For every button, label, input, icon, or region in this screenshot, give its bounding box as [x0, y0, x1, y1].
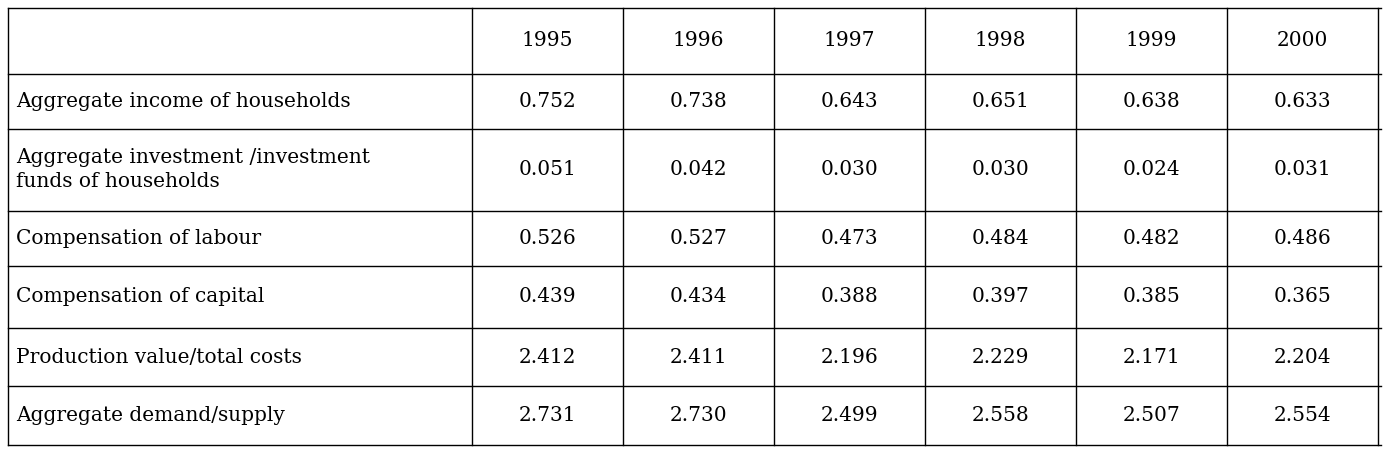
- Bar: [1076, 328, 1228, 386]
- Text: 0.486: 0.486: [1274, 229, 1332, 248]
- Bar: [1076, 73, 1228, 129]
- Bar: [472, 8, 624, 73]
- Text: 0.030: 0.030: [972, 160, 1029, 179]
- Bar: [472, 129, 624, 211]
- Bar: [624, 73, 774, 129]
- Text: 0.643: 0.643: [821, 92, 878, 111]
- Text: 2.411: 2.411: [669, 348, 728, 367]
- Bar: [925, 265, 1076, 328]
- Bar: [624, 8, 774, 73]
- Text: 0.638: 0.638: [1122, 92, 1181, 111]
- Text: 0.365: 0.365: [1274, 287, 1332, 306]
- Bar: [472, 386, 624, 445]
- Text: 0.030: 0.030: [821, 160, 878, 179]
- Bar: [1076, 129, 1228, 211]
- Text: 0.024: 0.024: [1122, 160, 1181, 179]
- Text: 0.752: 0.752: [518, 92, 576, 111]
- Text: 0.397: 0.397: [972, 287, 1029, 306]
- Text: 0.042: 0.042: [669, 160, 728, 179]
- Text: 2.730: 2.730: [669, 406, 728, 425]
- Bar: [925, 8, 1076, 73]
- Text: Production value/total costs: Production value/total costs: [17, 348, 301, 367]
- Text: 2.554: 2.554: [1274, 406, 1332, 425]
- Text: 2.507: 2.507: [1122, 406, 1181, 425]
- Bar: [624, 211, 774, 265]
- Text: Aggregate demand/supply: Aggregate demand/supply: [17, 406, 285, 425]
- Text: 0.738: 0.738: [669, 92, 728, 111]
- Text: 2.558: 2.558: [972, 406, 1029, 425]
- Bar: [1228, 129, 1378, 211]
- Bar: [8, 8, 472, 73]
- Bar: [774, 211, 925, 265]
- Text: Compensation of labour: Compensation of labour: [17, 229, 261, 248]
- Bar: [8, 211, 472, 265]
- Bar: [624, 129, 774, 211]
- Bar: [925, 211, 1076, 265]
- Text: Aggregate investment /investment
funds of households: Aggregate investment /investment funds o…: [17, 148, 369, 191]
- Bar: [472, 265, 624, 328]
- Bar: [1228, 211, 1378, 265]
- Bar: [1228, 386, 1378, 445]
- Bar: [1228, 328, 1378, 386]
- Bar: [8, 73, 472, 129]
- Bar: [1076, 211, 1228, 265]
- Bar: [1228, 73, 1378, 129]
- Text: 0.434: 0.434: [669, 287, 728, 306]
- Bar: [774, 265, 925, 328]
- Bar: [925, 129, 1076, 211]
- Bar: [8, 265, 472, 328]
- Bar: [472, 211, 624, 265]
- Bar: [624, 328, 774, 386]
- Bar: [774, 129, 925, 211]
- Bar: [624, 386, 774, 445]
- Text: 0.031: 0.031: [1274, 160, 1332, 179]
- Text: 2.731: 2.731: [518, 406, 576, 425]
- Bar: [774, 73, 925, 129]
- Text: 0.439: 0.439: [518, 287, 576, 306]
- Bar: [624, 265, 774, 328]
- Text: 0.633: 0.633: [1274, 92, 1332, 111]
- Bar: [1076, 265, 1228, 328]
- Text: 2.229: 2.229: [972, 348, 1029, 367]
- Text: 2.196: 2.196: [821, 348, 878, 367]
- Bar: [774, 386, 925, 445]
- Bar: [8, 386, 472, 445]
- Text: 1999: 1999: [1126, 31, 1178, 50]
- Text: 0.385: 0.385: [1122, 287, 1181, 306]
- Bar: [472, 73, 624, 129]
- Text: Compensation of capital: Compensation of capital: [17, 287, 264, 306]
- Bar: [925, 73, 1076, 129]
- Text: 1996: 1996: [672, 31, 725, 50]
- Text: 1997: 1997: [824, 31, 875, 50]
- Bar: [1228, 8, 1378, 73]
- Text: 0.473: 0.473: [821, 229, 878, 248]
- Bar: [8, 328, 472, 386]
- Text: 0.526: 0.526: [518, 229, 576, 248]
- Text: 0.482: 0.482: [1122, 229, 1181, 248]
- Bar: [774, 328, 925, 386]
- Bar: [472, 328, 624, 386]
- Text: Aggregate income of households: Aggregate income of households: [17, 92, 350, 111]
- Bar: [1076, 8, 1228, 73]
- Text: 0.527: 0.527: [669, 229, 728, 248]
- Bar: [1076, 386, 1228, 445]
- Bar: [925, 386, 1076, 445]
- Text: 2000: 2000: [1276, 31, 1328, 50]
- Text: 2.499: 2.499: [821, 406, 878, 425]
- Bar: [8, 129, 472, 211]
- Text: 1998: 1998: [975, 31, 1026, 50]
- Text: 1995: 1995: [522, 31, 574, 50]
- Text: 0.484: 0.484: [972, 229, 1029, 248]
- Bar: [774, 8, 925, 73]
- Text: 2.171: 2.171: [1122, 348, 1181, 367]
- Text: 2.204: 2.204: [1274, 348, 1332, 367]
- Text: 0.651: 0.651: [972, 92, 1029, 111]
- Text: 0.051: 0.051: [518, 160, 576, 179]
- Text: 2.412: 2.412: [519, 348, 576, 367]
- Text: 0.388: 0.388: [821, 287, 878, 306]
- Bar: [1228, 265, 1378, 328]
- Bar: [925, 328, 1076, 386]
